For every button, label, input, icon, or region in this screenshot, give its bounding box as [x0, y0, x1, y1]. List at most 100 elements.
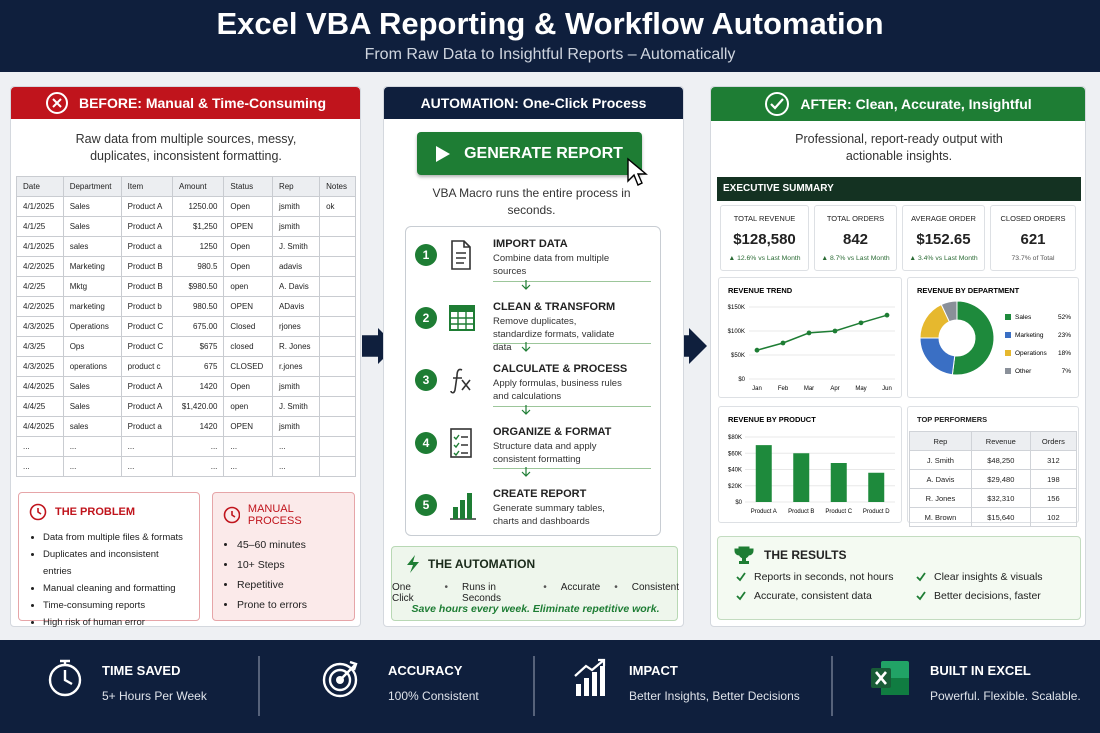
step-icon — [450, 493, 476, 520]
table-cell: ... — [223, 436, 273, 457]
column-header: Orders — [1029, 431, 1078, 451]
footer-item: TIME SAVED 5+ Hours Per Week — [102, 663, 207, 705]
kpi-card: TOTAL ORDERS 842 ▲ 8.7% vs Last Month — [814, 205, 897, 271]
table-cell: Product A — [120, 216, 174, 237]
legend-label: Other — [1015, 368, 1032, 375]
kpi-label: TOTAL ORDERS — [826, 214, 885, 223]
table-cell: $48,250 — [970, 450, 1031, 470]
header-row: Date Department Item Amount Status Rep Notes — [16, 176, 356, 197]
step-icon — [451, 240, 471, 270]
table-row: J. Smith $48,250 312 — [909, 450, 1078, 470]
item: Accurate — [560, 582, 601, 593]
after-panel: AFTER: Clean, Accurate, Insightful Profe… — [710, 86, 1086, 627]
step-icon — [450, 427, 472, 458]
legend-label: Operations — [1015, 350, 1048, 357]
table-card: TOP PERFORMERS Rep Revenue Orders J. Smith $4… — [907, 406, 1079, 527]
table-cell: 4/4/2025 — [16, 376, 64, 397]
table-cell: closed — [223, 336, 273, 357]
footer: TIME SAVED 5+ Hours Per Week ACCURACY 100% … — [0, 640, 1100, 733]
table-cell: Sales — [62, 196, 122, 217]
step-divider — [493, 280, 651, 282]
table-cell: 1250.00 — [172, 196, 225, 217]
table-row: 4/3/25 Ops Product C $675 closed R. Jones — [16, 336, 356, 357]
list-item: 45–60 minutes — [237, 535, 344, 555]
subtitle: From Raw Data to Insightful Reports – Au… — [364, 46, 736, 63]
table-cell — [319, 376, 356, 397]
table-cell: 4/4/2025 — [16, 416, 64, 437]
table-cell: 980.50 — [172, 296, 225, 317]
table-cell: A. Davis — [909, 469, 972, 489]
kpi-card: AVERAGE ORDER $152.65 ▲ 3.4% vs Last Month — [902, 205, 985, 271]
y-tick-label: $150K — [728, 305, 745, 311]
legend-swatch — [1005, 368, 1011, 374]
icon — [765, 92, 790, 116]
table-cell: ok — [319, 196, 356, 217]
kpi-value: $152.65 — [916, 231, 971, 248]
table-cell: ... — [62, 456, 122, 477]
kpi-note: 73.7% of Total — [1011, 255, 1055, 262]
table-cell — [319, 216, 356, 237]
list-item: Data from multiple files & formats — [43, 529, 189, 546]
step-divider — [493, 405, 651, 407]
footer-icon — [322, 660, 358, 698]
value-label: 7% — [1062, 368, 1072, 375]
table-cell: rjones — [271, 316, 321, 337]
table-cell: jsmith — [271, 196, 321, 217]
box-heading: THE AUTOMATION — [406, 555, 535, 573]
bar — [830, 463, 847, 502]
table-cell: open — [223, 276, 273, 297]
table-cell: OPEN — [223, 416, 273, 437]
step-divider — [493, 343, 651, 344]
table-cell: Mktg — [62, 276, 122, 297]
table-cell: 980.5 — [172, 256, 225, 277]
slice — [951, 300, 995, 376]
table-row: 4/2/2025 Marketing Product B 980.5 Open adavi… — [16, 256, 356, 277]
table-row: .................. — [16, 436, 356, 457]
table-cell: Sales — [62, 376, 122, 397]
table-cell: Product A — [120, 376, 174, 397]
list: Data from multiple files & formatsDuplic… — [29, 529, 189, 631]
table-cell: $1,250 — [172, 216, 225, 237]
kpi-note: ▲ 12.6% vs Last Month — [728, 255, 801, 262]
step-arrow — [521, 279, 531, 290]
step-icon — [450, 368, 471, 394]
box-heading: MANUAL PROCESS — [223, 503, 344, 527]
table-row: .................. — [16, 456, 356, 477]
item: One Click — [392, 582, 414, 604]
table-cell: OPEN — [223, 216, 273, 237]
generate-report-button[interactable]: GENERATE REPORT — [417, 132, 642, 175]
y-tick-label: $40K — [728, 468, 742, 474]
problem-box: THE PROBLEM Data from multiple files & f… — [18, 492, 200, 628]
table-row: R. Jones $32,310 156 — [909, 488, 1078, 508]
value-label: 23% — [1058, 332, 1071, 339]
result-text: Better decisions, faster — [934, 590, 1041, 602]
column-header: Notes — [319, 176, 356, 197]
table-cell: 4/3/2025 — [16, 316, 64, 337]
results-box: THE RESULTS Reports in seconds, not hour… — [717, 536, 1081, 620]
step-number: 4 — [415, 431, 437, 454]
table-cell: $29,480 — [970, 469, 1031, 489]
table-cell: A. Davis — [271, 276, 321, 297]
value-label: 52% — [1058, 314, 1071, 321]
list-item: Time-consuming reports — [43, 597, 189, 614]
footer-title: TIME SAVED — [102, 663, 181, 678]
table-row: 4/4/2025 sales Product a 1420 OPEN jsmith — [16, 416, 356, 437]
point — [780, 340, 786, 346]
panel-header: BEFORE: Manual & Time-Consuming — [11, 87, 360, 119]
x-tick-label: Product D — [863, 509, 890, 515]
legend-swatch — [1005, 350, 1011, 356]
table-cell: open — [223, 396, 273, 417]
table-cell — [319, 416, 356, 437]
header: Excel VBA Reporting & Workflow Automatio… — [0, 0, 1100, 72]
table-row: 4/4/2025 Sales Product A 1420 Open jsmith — [16, 376, 356, 397]
header-row: Rep Revenue Orders — [909, 431, 1078, 451]
table-cell: 4/2/2025 — [16, 256, 64, 277]
step-title: CALCULATE & PROCESS — [493, 363, 628, 375]
panel-header: AFTER: Clean, Accurate, Insightful — [711, 87, 1085, 121]
kpi-label: AVERAGE ORDER — [911, 214, 976, 223]
box-title: THE RESULTS — [764, 548, 847, 562]
table-cell: $980.50 — [172, 276, 225, 297]
x-tick-label: Jan — [752, 386, 762, 392]
raw-table: Date Department Item Amount Status Rep Notes 4/… — [16, 176, 356, 477]
table-cell: sales — [62, 416, 122, 437]
